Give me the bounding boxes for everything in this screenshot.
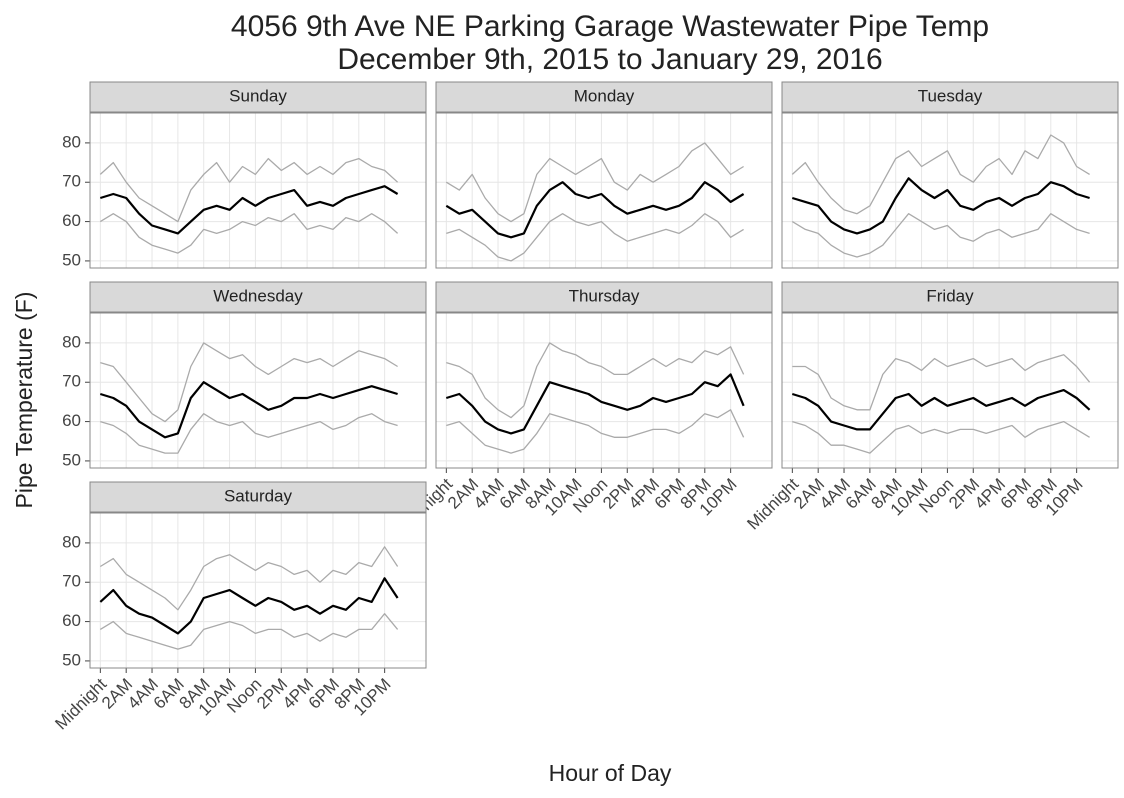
panel-border bbox=[435, 112, 773, 269]
panel-border bbox=[781, 112, 1119, 269]
strip bbox=[435, 281, 773, 313]
series-line bbox=[99, 185, 399, 235]
series-line bbox=[446, 342, 745, 419]
strip-label: Tuesday bbox=[918, 86, 983, 105]
y-tick-label: 50 bbox=[62, 650, 81, 669]
y-tick-label: 70 bbox=[62, 372, 81, 391]
panel bbox=[781, 112, 1119, 269]
series-line bbox=[445, 181, 745, 239]
series-line bbox=[791, 213, 1090, 258]
series-line bbox=[99, 577, 399, 635]
strip-label: Saturday bbox=[224, 486, 293, 505]
series-line bbox=[99, 613, 399, 650]
series-line bbox=[99, 157, 399, 223]
y-tick-label: 80 bbox=[62, 132, 81, 151]
chart-subtitle: December 9th, 2015 to January 29, 2016 bbox=[337, 43, 882, 76]
panel bbox=[89, 512, 427, 669]
y-tick-label: 50 bbox=[62, 450, 81, 469]
panel-border bbox=[781, 312, 1119, 469]
series-line bbox=[792, 420, 1090, 454]
chart-title: 4056 9th Ave NE Parking Garage Wastewate… bbox=[231, 10, 989, 43]
series-line bbox=[446, 409, 745, 454]
series-line bbox=[100, 413, 398, 454]
strip bbox=[435, 81, 773, 113]
strip-label: Wednesday bbox=[213, 286, 303, 305]
strip-label: Sunday bbox=[229, 86, 287, 105]
y-tick-label: 60 bbox=[62, 411, 81, 430]
series-line bbox=[445, 373, 745, 435]
panel-border bbox=[89, 512, 427, 669]
y-tick-label: 80 bbox=[62, 332, 81, 351]
strip bbox=[89, 281, 427, 313]
series-line bbox=[792, 354, 1091, 411]
panel-border bbox=[435, 312, 773, 469]
series-line bbox=[446, 213, 744, 262]
series-line bbox=[445, 142, 744, 223]
series-line bbox=[99, 546, 399, 611]
panel bbox=[89, 312, 427, 469]
panel bbox=[89, 112, 427, 269]
strip bbox=[781, 281, 1119, 313]
series-line bbox=[791, 389, 1091, 431]
series-line bbox=[99, 381, 398, 439]
strip-label: Monday bbox=[574, 86, 635, 105]
strip-label: Friday bbox=[926, 286, 974, 305]
y-tick-label: 50 bbox=[62, 250, 81, 269]
y-tick-label: 70 bbox=[62, 172, 81, 191]
series-line bbox=[100, 342, 398, 423]
panel-border bbox=[89, 112, 427, 269]
panel-border bbox=[89, 312, 427, 469]
y-tick-label: 60 bbox=[62, 611, 81, 630]
x-axis-label: Hour of Day bbox=[549, 760, 672, 786]
y-tick-label: 70 bbox=[62, 572, 81, 591]
strip bbox=[89, 81, 427, 113]
strip-label: Thursday bbox=[569, 286, 640, 305]
y-axis-label: Pipe Temperature (F) bbox=[11, 292, 37, 509]
panel bbox=[435, 312, 773, 469]
series-line bbox=[791, 134, 1090, 215]
strip bbox=[89, 481, 427, 513]
series-line bbox=[99, 213, 399, 254]
y-tick-label: 60 bbox=[62, 211, 81, 230]
series-line bbox=[791, 177, 1090, 235]
y-tick-label: 80 bbox=[62, 532, 81, 551]
strip bbox=[781, 81, 1119, 113]
panel bbox=[435, 112, 773, 269]
